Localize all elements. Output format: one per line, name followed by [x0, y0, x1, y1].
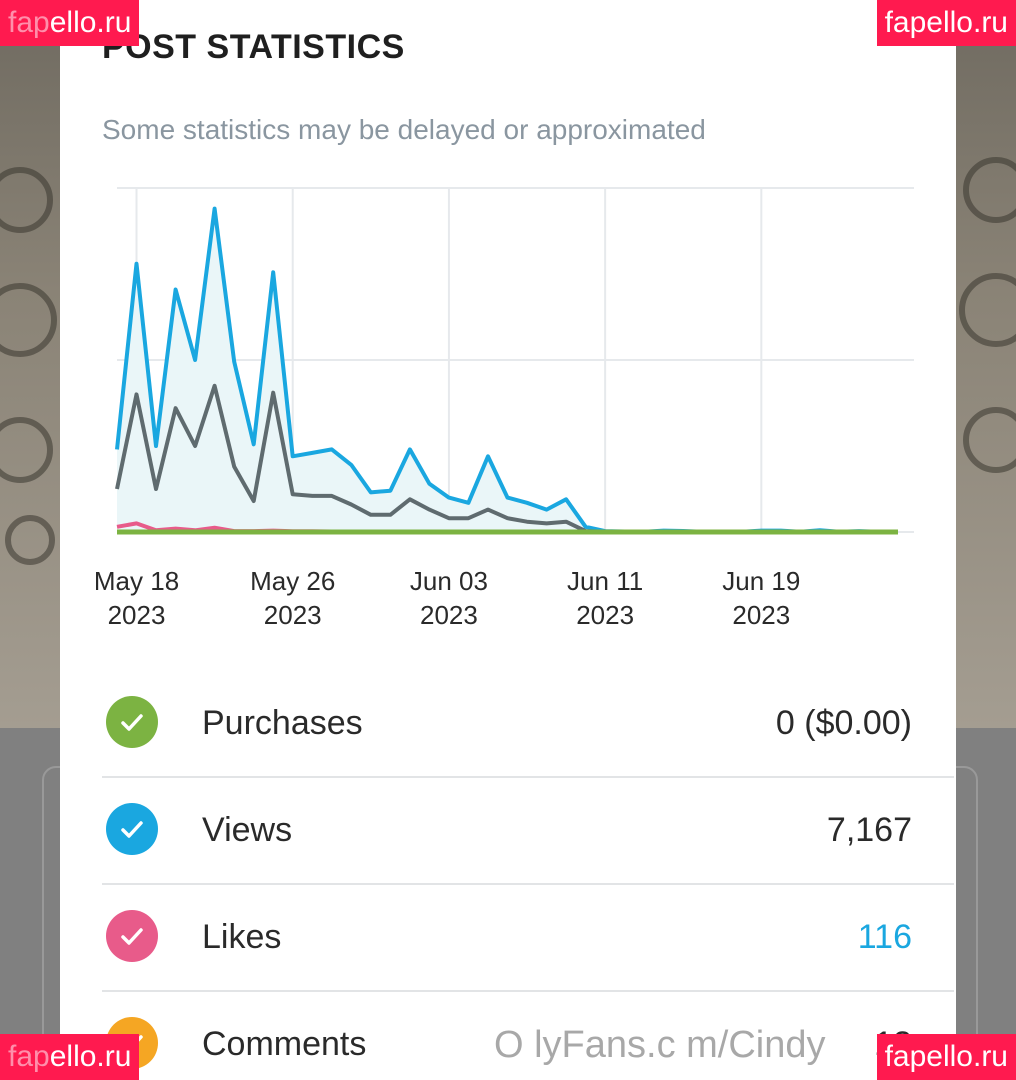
purchases-label: Purchases — [202, 704, 363, 742]
chart-x-tick-year: 2023 — [108, 600, 166, 630]
stat-row-purchases[interactable]: Purchases 0 ($0.00) — [102, 670, 954, 778]
stat-row-likes[interactable]: Likes 116 — [102, 884, 954, 992]
chart-x-tick-label: May 26 — [250, 566, 335, 596]
chart-x-tick-year: 2023 — [576, 600, 634, 630]
purchases-value: 0 ($0.00) — [775, 704, 912, 742]
comments-label: Comments — [202, 1025, 367, 1063]
views-check-icon — [106, 803, 158, 855]
statistics-chart: May 18 2023 May 26 2023 Jun 03 2023 Jun 11 2023… — [94, 187, 914, 630]
chart-x-tick-year: 2023 — [420, 600, 478, 630]
views-area — [117, 208, 898, 532]
modal-subtitle: Some statistics may be delayed or approx… — [102, 114, 706, 145]
purchases-check-icon — [106, 696, 158, 748]
views-value: 7,167 — [826, 811, 912, 849]
post-statistics-modal: POST STATISTICS Some statistics may be d… — [60, 0, 956, 1080]
chart-x-tick-year: 2023 — [264, 600, 322, 630]
chart-x-tick-label: Jun 11 — [567, 566, 643, 596]
likes-label: Likes — [202, 918, 282, 956]
background-lace-pattern-left — [0, 167, 57, 565]
chart-x-tick-label: Jun 19 — [722, 566, 800, 596]
watermark-text: O lyFans.c m/Cindy — [494, 1024, 826, 1066]
modal-title: POST STATISTICS — [102, 28, 405, 66]
chart-x-tick-label: Jun 03 — [410, 566, 488, 596]
likes-check-icon — [106, 910, 158, 962]
views-label: Views — [202, 811, 293, 849]
chart-x-tick-label: May 18 — [94, 566, 179, 596]
fapello-watermark-bottom-right: fapello.ru — [876, 1034, 1016, 1080]
fapello-watermark-top-left: fapello.ru — [0, 0, 140, 46]
background-lace-pattern-right — [959, 157, 1016, 473]
likes-value-link[interactable]: 116 — [857, 918, 912, 956]
stat-row-views[interactable]: Views 7,167 — [102, 777, 954, 885]
fapello-watermark-top-right: fapello.ru — [876, 0, 1016, 46]
chart-x-tick-year: 2023 — [732, 600, 790, 630]
fapello-watermark-bottom-left: fapello.ru — [0, 1034, 140, 1080]
